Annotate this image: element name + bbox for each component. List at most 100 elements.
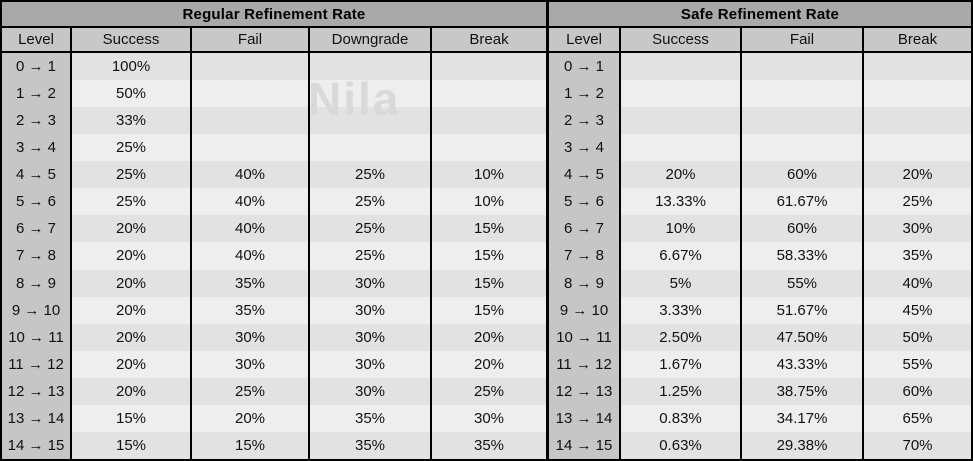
value-cell: 43.33% xyxy=(740,350,862,378)
value-cell: 40% xyxy=(190,242,308,270)
value-cell: 20% xyxy=(70,377,190,405)
value-cell: 15% xyxy=(430,269,546,297)
value-cell xyxy=(190,80,308,108)
column-header-level: Level xyxy=(549,28,619,51)
level-cell: 4 → 5 xyxy=(2,161,70,189)
value-cell: 50% xyxy=(70,80,190,108)
table-row: 0 → 1 xyxy=(549,53,971,81)
value-cell: 20% xyxy=(430,350,546,378)
value-cell: 30% xyxy=(190,350,308,378)
level-cell: 14 → 15 xyxy=(2,431,70,459)
value-cell: 40% xyxy=(190,161,308,189)
value-cell: 15% xyxy=(430,296,546,324)
value-cell xyxy=(190,134,308,162)
value-cell: 33% xyxy=(70,107,190,135)
table-header-row: Level Success Fail Break xyxy=(549,28,971,53)
value-cell: 25% xyxy=(190,377,308,405)
table-row: 8 → 9 20% 35% 30% 15% xyxy=(2,269,546,297)
table-row: 14 → 15 15% 15% 35% 35% xyxy=(2,431,546,459)
value-cell: 40% xyxy=(862,269,971,297)
value-cell xyxy=(308,107,430,135)
value-cell: 29.38% xyxy=(740,431,862,459)
value-cell: 30% xyxy=(308,350,430,378)
value-cell: 15% xyxy=(190,431,308,459)
value-cell: 30% xyxy=(862,215,971,243)
value-cell: 25% xyxy=(430,377,546,405)
value-cell: 40% xyxy=(190,215,308,243)
value-cell: 20% xyxy=(70,215,190,243)
value-cell: 30% xyxy=(308,296,430,324)
value-cell: 35% xyxy=(190,269,308,297)
table-row: 10 → 11 20% 30% 30% 20% xyxy=(2,323,546,351)
value-cell: 35% xyxy=(308,431,430,459)
value-cell: 20% xyxy=(862,161,971,189)
value-cell: 20% xyxy=(70,350,190,378)
table-row: 5 → 6 13.33% 61.67% 25% xyxy=(549,188,971,216)
level-cell: 11 → 12 xyxy=(2,350,70,378)
table-header-row: Level Success Fail Downgrade Break xyxy=(2,28,546,53)
column-header-success: Success xyxy=(619,28,740,51)
level-cell: 10 → 11 xyxy=(549,323,619,351)
value-cell: 20% xyxy=(190,404,308,432)
value-cell: 61.67% xyxy=(740,188,862,216)
value-cell: 0.83% xyxy=(619,404,740,432)
value-cell: 10% xyxy=(619,215,740,243)
value-cell: 35% xyxy=(308,404,430,432)
value-cell xyxy=(862,53,971,81)
value-cell xyxy=(619,53,740,81)
level-cell: 3 → 4 xyxy=(549,134,619,162)
column-header-break: Break xyxy=(862,28,971,51)
table-row: 1 → 2 xyxy=(549,80,971,108)
level-cell: 2 → 3 xyxy=(549,107,619,135)
value-cell: 20% xyxy=(70,323,190,351)
table-row: 12 → 13 1.25% 38.75% 60% xyxy=(549,377,971,405)
value-cell: 6.67% xyxy=(619,242,740,270)
table-row: 12 → 13 20% 25% 30% 25% xyxy=(2,377,546,405)
table-body: 0 → 1 100% 1 → 2 50% 2 → 3 33% 3 → 4 25% 4 → 5 25… xyxy=(2,53,546,459)
value-cell xyxy=(430,80,546,108)
value-cell: 100% xyxy=(70,53,190,81)
value-cell: 20% xyxy=(619,161,740,189)
level-cell: 7 → 8 xyxy=(2,242,70,270)
value-cell: 60% xyxy=(740,161,862,189)
value-cell xyxy=(862,134,971,162)
value-cell xyxy=(862,80,971,108)
level-cell: 0 → 1 xyxy=(2,53,70,81)
table-row: 3 → 4 25% xyxy=(2,134,546,162)
value-cell: 55% xyxy=(740,269,862,297)
value-cell xyxy=(862,107,971,135)
table-row: 9 → 10 20% 35% 30% 15% xyxy=(2,296,546,324)
table-row: 9 → 10 3.33% 51.67% 45% xyxy=(549,296,971,324)
value-cell: 35% xyxy=(190,296,308,324)
value-cell: 51.67% xyxy=(740,296,862,324)
table-row: 0 → 1 100% xyxy=(2,53,546,81)
value-cell xyxy=(740,80,862,108)
value-cell: 10% xyxy=(430,188,546,216)
column-header-level: Level xyxy=(2,28,70,51)
value-cell: 3.33% xyxy=(619,296,740,324)
table-row: 6 → 7 20% 40% 25% 15% xyxy=(2,215,546,243)
level-cell: 13 → 14 xyxy=(549,404,619,432)
value-cell: 58.33% xyxy=(740,242,862,270)
table-row: 4 → 5 25% 40% 25% 10% xyxy=(2,161,546,189)
value-cell xyxy=(619,107,740,135)
value-cell: 30% xyxy=(308,269,430,297)
value-cell: 10% xyxy=(430,161,546,189)
level-cell: 14 → 15 xyxy=(549,431,619,459)
value-cell: 47.50% xyxy=(740,323,862,351)
level-cell: 3 → 4 xyxy=(2,134,70,162)
value-cell: 0.63% xyxy=(619,431,740,459)
value-cell: 15% xyxy=(430,242,546,270)
level-cell: 12 → 13 xyxy=(549,377,619,405)
value-cell: 20% xyxy=(430,323,546,351)
value-cell xyxy=(308,134,430,162)
value-cell: 30% xyxy=(190,323,308,351)
table-row: 13 → 14 15% 20% 35% 30% xyxy=(2,404,546,432)
table-row: 3 → 4 xyxy=(549,134,971,162)
level-cell: 7 → 8 xyxy=(549,242,619,270)
value-cell xyxy=(740,107,862,135)
column-header-fail: Fail xyxy=(740,28,862,51)
value-cell: 15% xyxy=(70,404,190,432)
value-cell: 38.75% xyxy=(740,377,862,405)
